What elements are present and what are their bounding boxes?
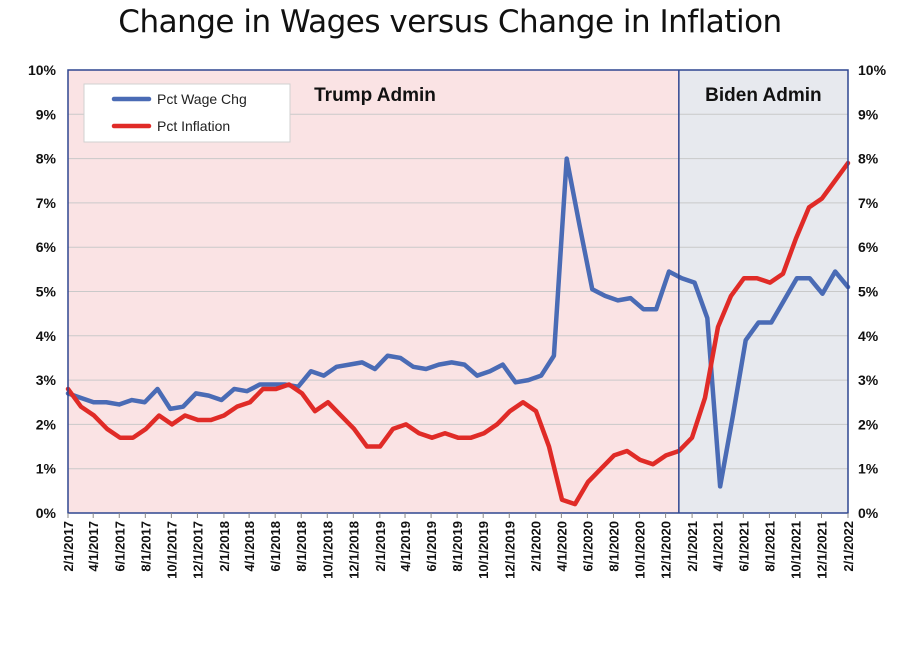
biden-admin-label: Biden Admin: [705, 85, 821, 106]
x-tick-label: 6/1/2018: [268, 521, 283, 572]
y-tick-label-left: 10%: [28, 62, 57, 78]
x-tick-label: 2/1/2021: [685, 521, 700, 572]
x-tick-label: 12/1/2017: [190, 521, 205, 579]
y-tick-label-left: 9%: [36, 106, 57, 122]
x-tick-label: 10/1/2020: [633, 521, 648, 579]
x-tick-label: 4/1/2018: [242, 521, 257, 572]
axes: 0% 0% 1% 1% 2% 2% 3% 3% 4% 4% 5% 5% 6% 6% 7% 7% 8% 8% 9% 9%…: [28, 62, 887, 579]
trump-admin-label: Trump Admin: [314, 85, 436, 106]
x-tick-label: 10/1/2018: [320, 521, 335, 579]
x-tick-label: 4/1/2019: [398, 521, 413, 572]
x-tick-label: 6/1/2020: [580, 521, 595, 572]
y-tick-label-right: 8%: [858, 151, 879, 167]
y-tick-label-right: 7%: [858, 195, 879, 211]
series-line-1: [65, 160, 851, 507]
x-tick-label: 12/1/2020: [659, 521, 674, 579]
y-tick-label-right: 3%: [858, 372, 879, 388]
x-tick-label: 2/1/2017: [61, 521, 76, 572]
y-tick-label-right: 5%: [858, 284, 879, 300]
x-tick-label: 4/1/2020: [554, 521, 569, 572]
y-tick-label-left: 2%: [36, 416, 57, 432]
x-tick-label: 8/1/2017: [138, 521, 153, 572]
x-tick-label: 6/1/2021: [736, 521, 751, 572]
y-tick-label-left: 6%: [36, 239, 57, 255]
legend-box: [83, 83, 291, 143]
legend-label: Pct Inflation: [157, 118, 230, 134]
y-tick-label-right: 2%: [858, 416, 879, 432]
chart-title: Change in Wages versus Change in Inflati…: [118, 4, 782, 40]
plot-border: [67, 69, 849, 514]
x-tick-label: 4/1/2021: [710, 521, 725, 572]
x-tick-label: 8/1/2018: [294, 521, 309, 572]
y-tick-label-left: 4%: [36, 328, 57, 344]
y-tick-label-left: 0%: [36, 505, 57, 521]
y-tick-label-right: 1%: [858, 461, 879, 477]
x-tick-label: 2/1/2018: [217, 521, 232, 572]
y-tick-label-right: 10%: [858, 62, 887, 78]
x-tick-label: 12/1/2021: [815, 521, 830, 579]
y-tick-label-left: 8%: [36, 151, 57, 167]
x-tick-label: 10/1/2017: [164, 521, 179, 579]
legend-label: Pct Wage Chg: [157, 91, 247, 107]
legend: Pct Wage Chg Pct Inflation: [83, 83, 291, 143]
x-tick-label: 10/1/2021: [788, 521, 803, 579]
x-tick-label: 4/1/2017: [86, 521, 101, 572]
y-tick-label-left: 7%: [36, 195, 57, 211]
y-tick-label-right: 4%: [858, 328, 879, 344]
x-tick-label: 8/1/2020: [606, 521, 621, 572]
x-tick-label: 12/1/2019: [502, 521, 517, 579]
y-tick-label-right: 0%: [858, 505, 879, 521]
x-tick-label: 2/1/2020: [529, 521, 544, 572]
y-tick-label-left: 1%: [36, 461, 57, 477]
series-lines: [65, 156, 851, 507]
y-tick-label-right: 9%: [858, 106, 879, 122]
x-tick-label: 12/1/2018: [346, 521, 361, 579]
x-tick-label: 8/1/2019: [450, 521, 465, 572]
y-tick-label-right: 6%: [858, 239, 879, 255]
y-tick-label-left: 5%: [36, 284, 57, 300]
series-line-0: [65, 156, 851, 489]
x-tick-label: 6/1/2017: [112, 521, 127, 572]
x-tick-label: 2/1/2022: [841, 521, 856, 572]
x-tick-label: 8/1/2021: [762, 521, 777, 572]
x-tick-label: 10/1/2019: [476, 521, 491, 579]
x-tick-label: 6/1/2019: [424, 521, 439, 572]
x-tick-label: 2/1/2019: [373, 521, 388, 572]
y-tick-label-left: 3%: [36, 372, 57, 388]
